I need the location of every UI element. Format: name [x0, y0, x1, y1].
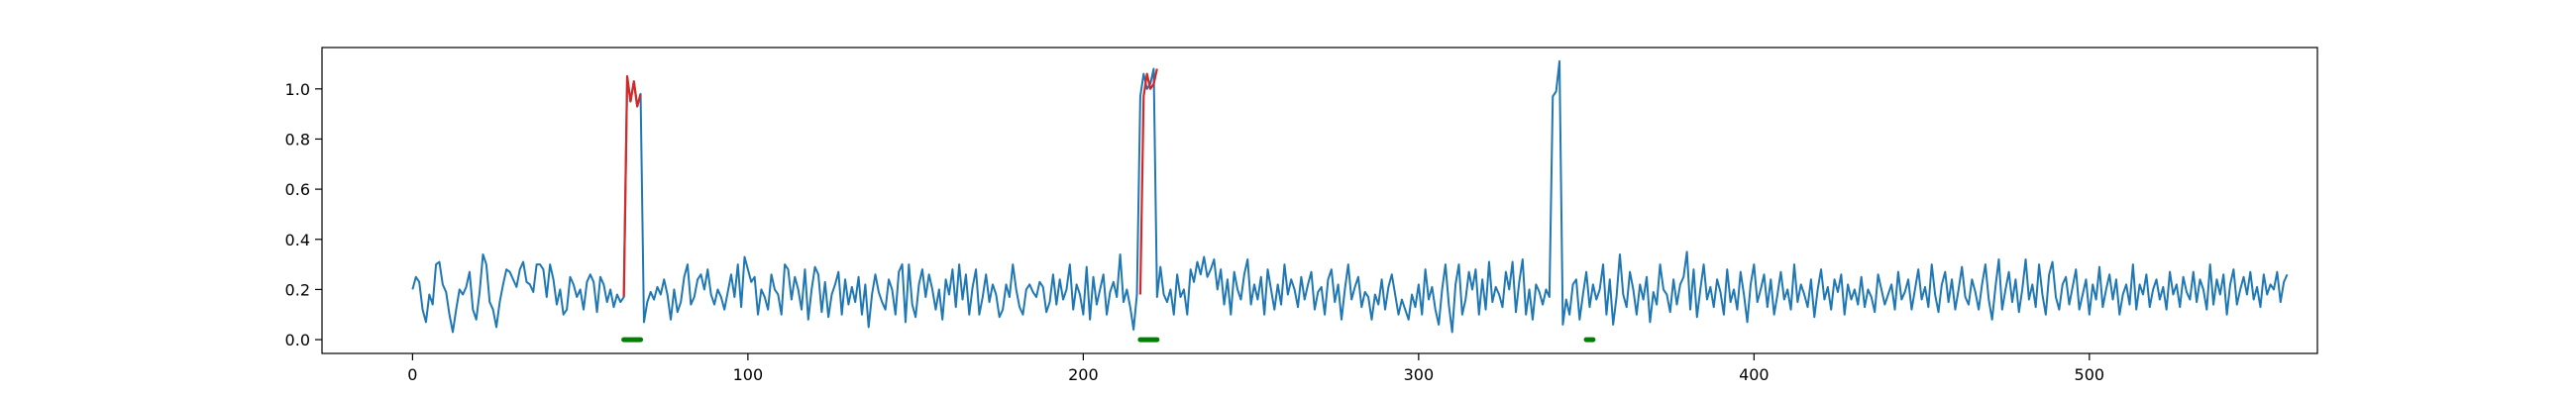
series-layer	[411, 59, 2289, 343]
series-line-main	[411, 59, 2289, 334]
y-tick-label: 0.6	[285, 180, 310, 199]
x-tick-label: 200	[1068, 365, 1099, 384]
x-tick-label: 500	[2075, 365, 2105, 384]
y-tick-label: 1.0	[285, 80, 310, 99]
anomaly-segment-line	[1138, 68, 1158, 295]
plot-area	[321, 47, 2318, 354]
anomaly-segment-line	[622, 75, 642, 298]
x-tick-label: 300	[1404, 365, 1435, 384]
y-tick-label: 0.8	[285, 130, 310, 148]
y-tick-label: 0.2	[285, 280, 310, 299]
x-axis: 0 100 200 300 400 500	[407, 353, 2104, 384]
y-tick-label: 0.0	[285, 331, 310, 349]
y-tick-label: 0.4	[285, 231, 310, 249]
x-tick-label: 0	[407, 365, 417, 384]
x-tick-label: 100	[733, 365, 764, 384]
y-axis: 0.0 0.2 0.4 0.6 0.8 1.0	[285, 80, 322, 349]
x-tick-label: 400	[1739, 365, 1770, 384]
